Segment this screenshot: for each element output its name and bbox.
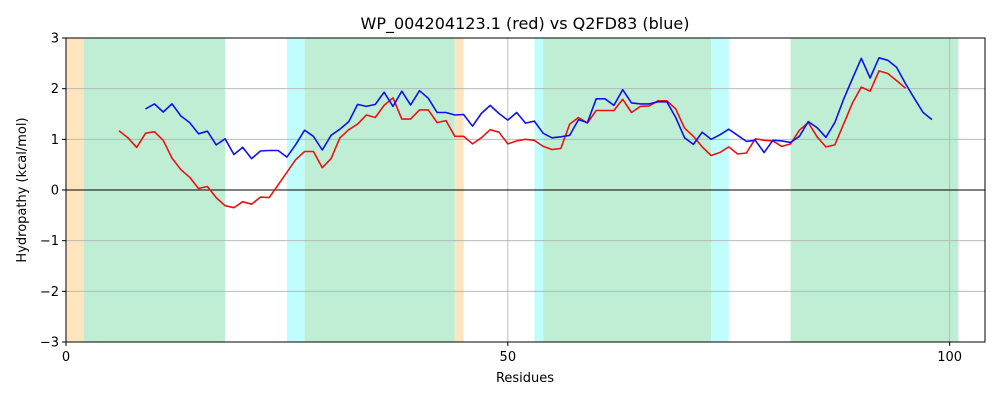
y-tick-label: 0: [51, 184, 59, 199]
y-tick-label: 1: [51, 133, 59, 148]
x-axis-ticks: 0 50 100: [62, 342, 962, 365]
y-tick-label: −1: [40, 234, 59, 249]
x-tick-label: 100: [937, 350, 962, 365]
chart-title: WP_004204123.1 (red) vs Q2FD83 (blue): [361, 14, 690, 34]
x-tick-label: 50: [500, 350, 517, 365]
y-tick-label: −2: [40, 285, 59, 300]
y-tick-label: −3: [40, 336, 59, 351]
x-axis-label: Residues: [496, 371, 554, 386]
y-axis-label: Hydropathy (kcal/mol): [15, 117, 30, 262]
y-tick-label: 2: [51, 82, 59, 97]
x-tick-label: 0: [62, 350, 70, 365]
series-line: [145, 56, 933, 160]
series-lines: [118, 56, 933, 209]
y-tick-label: 3: [51, 32, 59, 47]
series-line: [118, 70, 907, 209]
y-axis-ticks: −3 −2 −1 0 1 2 3: [40, 32, 66, 351]
